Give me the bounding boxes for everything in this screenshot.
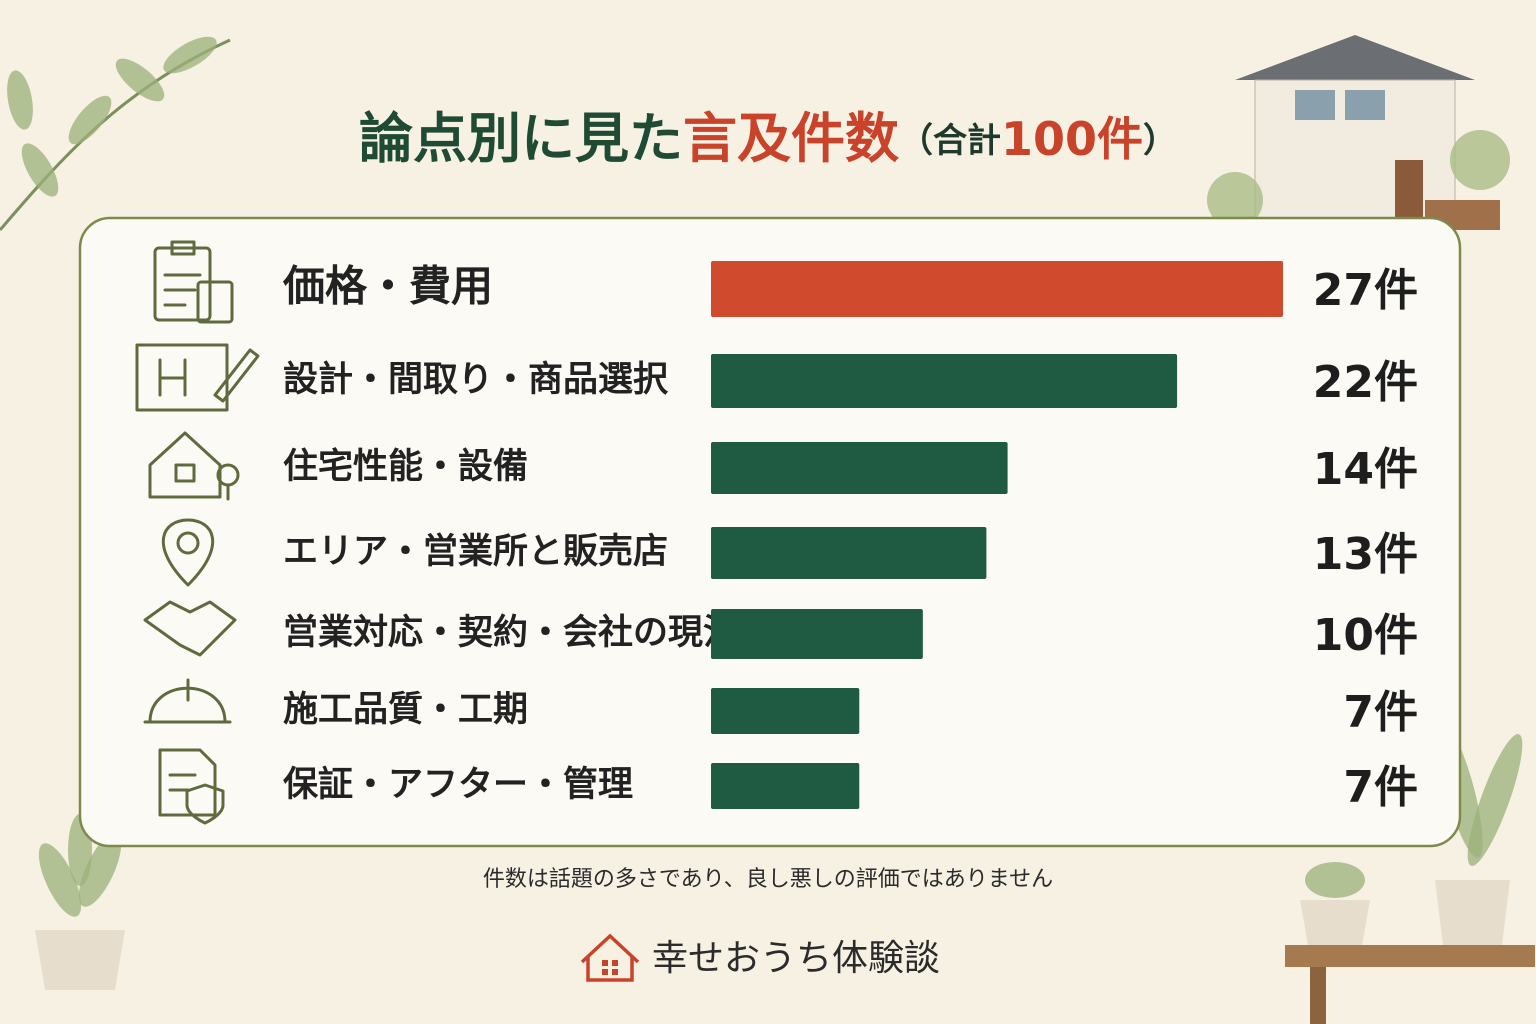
decor-plants	[35, 722, 1535, 1024]
title-segment: ）	[1143, 121, 1177, 161]
bar	[711, 527, 987, 579]
category-icons	[135, 240, 260, 825]
category-label: 住宅性能・設備	[283, 446, 528, 487]
bar	[711, 688, 860, 734]
brand-logo	[580, 933, 640, 982]
brand-name: 幸せおうち体験談	[652, 938, 940, 979]
decor-branch	[0, 36, 231, 231]
category-label: 価格・費用	[282, 262, 493, 311]
category-label: エリア・営業所と販売店	[283, 532, 668, 572]
category-label: 保証・アフター・管理	[283, 765, 633, 805]
value-label: 14件	[1313, 444, 1418, 495]
title-segment: 論点別に見た	[359, 107, 683, 170]
category-label: 設計・間取り・商品選択	[283, 360, 669, 400]
footnote: 件数は話題の多さであり、良し悪しの評価ではありません	[483, 867, 1053, 892]
value-label: 27件	[1313, 265, 1418, 316]
bar	[711, 354, 1178, 408]
value-label: 10件	[1313, 610, 1418, 661]
title-segment: （合計	[899, 121, 1001, 161]
chart-title: 論点別に見た言及件数（合計100件）	[359, 107, 1177, 170]
value-label: 13件	[1313, 529, 1418, 580]
title-segment: 言及件数	[683, 107, 899, 170]
bar	[711, 609, 923, 659]
category-label: 施工品質・工期	[283, 690, 528, 730]
value-label: 7件	[1343, 762, 1418, 813]
value-label: 22件	[1313, 357, 1418, 408]
bar	[711, 261, 1283, 317]
value-label: 7件	[1343, 687, 1418, 738]
bar	[711, 442, 1008, 494]
category-label: 営業対応・契約・会社の現況	[283, 613, 738, 653]
title-segment: 100件	[1001, 112, 1143, 166]
bar	[711, 763, 860, 809]
